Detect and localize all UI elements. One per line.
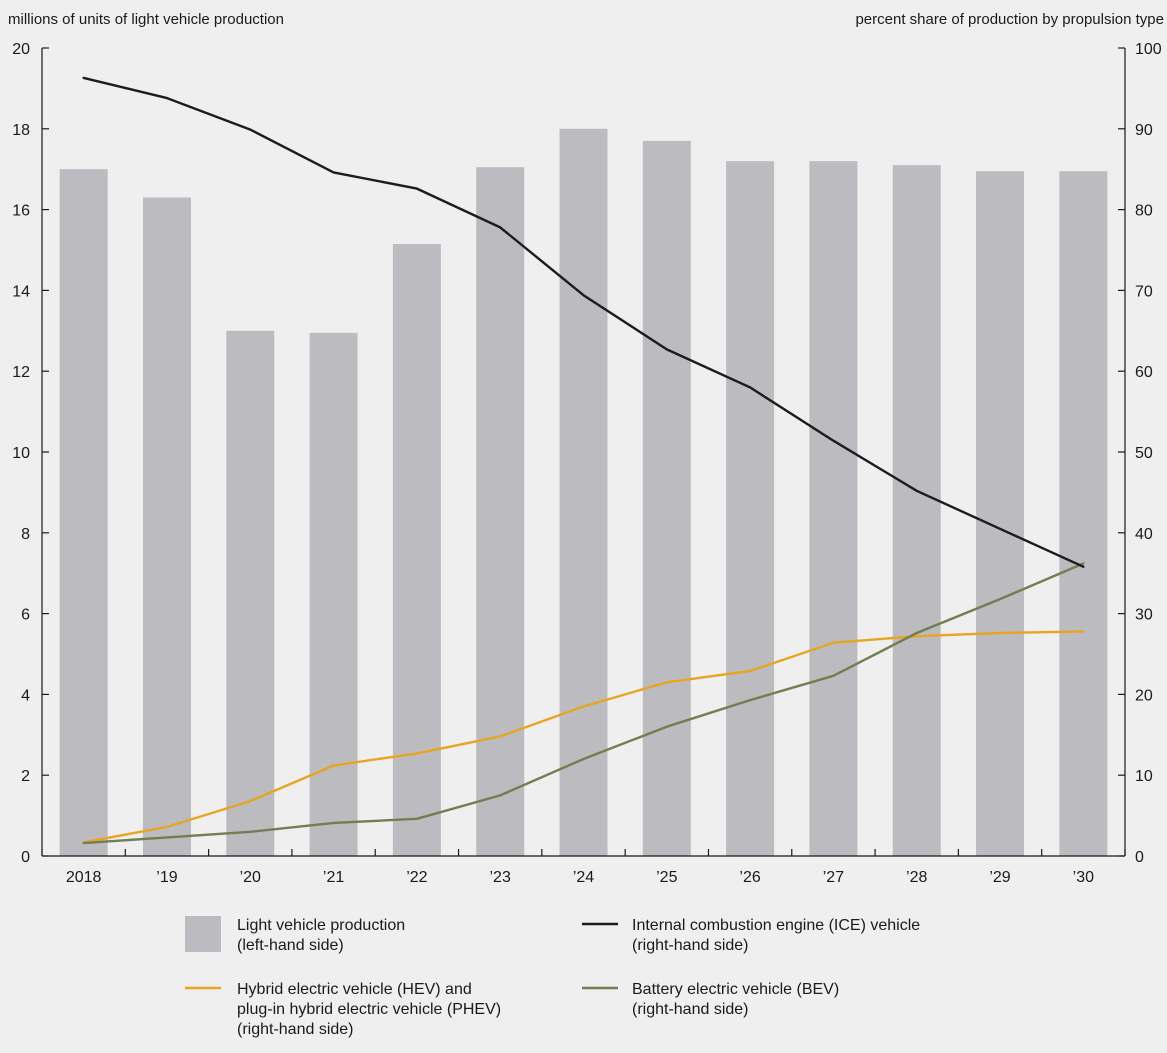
left-tick-label: 12 xyxy=(12,364,30,381)
x-tick-label: ’26 xyxy=(739,869,760,886)
plot-area: 0 2 4 6 8 10 12 14 16 18 20 0 10 20 30 40 50 60 70 80 90 100 2… xyxy=(12,41,1162,886)
left-tick-label: 2 xyxy=(21,768,30,785)
x-tick-label: ’24 xyxy=(573,869,594,886)
bar-light-vehicle-production xyxy=(476,167,525,856)
right-tick-label: 30 xyxy=(1135,607,1153,624)
right-tick-label: 80 xyxy=(1135,203,1153,220)
left-tick-label: 16 xyxy=(12,203,30,220)
x-tick-label: ’19 xyxy=(156,869,177,886)
x-tick-label: ’28 xyxy=(906,869,927,886)
x-tick-label: ’23 xyxy=(490,869,511,886)
legend-label: (right-hand side) xyxy=(632,1001,749,1018)
bar-light-vehicle-production xyxy=(226,330,275,856)
x-tick-label: ’21 xyxy=(323,869,344,886)
legend: Light vehicle production (left-hand side)… xyxy=(185,916,920,1038)
bar-light-vehicle-production xyxy=(892,165,941,856)
right-tick-label: 0 xyxy=(1135,849,1144,866)
legend-label: Internal combustion engine (ICE) vehicle xyxy=(632,917,920,934)
x-tick-label: ’22 xyxy=(406,869,427,886)
bar-light-vehicle-production xyxy=(142,197,191,857)
legend-label: Light vehicle production xyxy=(237,917,405,934)
bar-light-vehicle-production xyxy=(1059,171,1108,857)
x-tick-label: ’27 xyxy=(823,869,844,886)
bar-light-vehicle-production xyxy=(726,161,775,856)
left-tick-label: 4 xyxy=(21,687,30,704)
bar-light-vehicle-production xyxy=(559,128,608,857)
legend-label: (right-hand side) xyxy=(632,937,749,954)
legend-label: (left-hand side) xyxy=(237,937,344,954)
right-tick-label: 20 xyxy=(1135,687,1153,704)
x-tick-label: ’25 xyxy=(656,869,677,886)
left-tick-label: 6 xyxy=(21,607,30,624)
series-line-ice xyxy=(82,76,1085,568)
x-tick-label: 2018 xyxy=(66,869,102,886)
left-tick-label: 20 xyxy=(12,41,30,58)
right-tick-label: 100 xyxy=(1135,41,1162,58)
right-axis-title: percent share of production by propulsio… xyxy=(855,11,1164,28)
bar-light-vehicle-production xyxy=(976,171,1025,857)
legend-swatch xyxy=(185,916,221,952)
bar-light-vehicle-production xyxy=(392,243,441,856)
legend-item-ice: Internal combustion engine (ICE) vehicle… xyxy=(582,917,920,954)
left-tick-label: 14 xyxy=(12,283,30,300)
right-tick-label: 60 xyxy=(1135,364,1153,381)
series-line-bev xyxy=(82,562,1085,845)
legend-item-bars: Light vehicle production (left-hand side) xyxy=(185,916,405,954)
x-tick-label: ’29 xyxy=(989,869,1010,886)
x-tick-label: ’30 xyxy=(1073,869,1094,886)
legend-item-hev: Hybrid electric vehicle (HEV) and plug-in… xyxy=(185,981,501,1038)
x-tick-label: ’20 xyxy=(240,869,261,886)
left-tick-label: 0 xyxy=(21,849,30,866)
legend-label: (right-hand side) xyxy=(237,1021,354,1038)
bar-light-vehicle-production xyxy=(809,161,858,856)
legend-label: Battery electric vehicle (BEV) xyxy=(632,981,839,998)
left-tick-label: 8 xyxy=(21,526,30,543)
right-tick-label: 40 xyxy=(1135,526,1153,543)
left-tick-label: 18 xyxy=(12,122,30,139)
bar-light-vehicle-production xyxy=(59,169,108,856)
bar-light-vehicle-production xyxy=(309,332,358,856)
legend-label: plug-in hybrid electric vehicle (PHEV) xyxy=(237,1001,501,1018)
right-tick-label: 90 xyxy=(1135,122,1153,139)
right-tick-label: 50 xyxy=(1135,445,1153,462)
bar-light-vehicle-production xyxy=(642,140,691,857)
legend-item-bev: Battery electric vehicle (BEV) (right-han… xyxy=(582,981,839,1018)
left-tick-label: 10 xyxy=(12,445,30,462)
right-tick-label: 70 xyxy=(1135,283,1153,300)
series-line-hev xyxy=(82,630,1085,844)
legend-label: Hybrid electric vehicle (HEV) and xyxy=(237,981,472,998)
left-axis-title: millions of units of light vehicle produ… xyxy=(8,11,284,28)
right-tick-label: 10 xyxy=(1135,768,1153,785)
